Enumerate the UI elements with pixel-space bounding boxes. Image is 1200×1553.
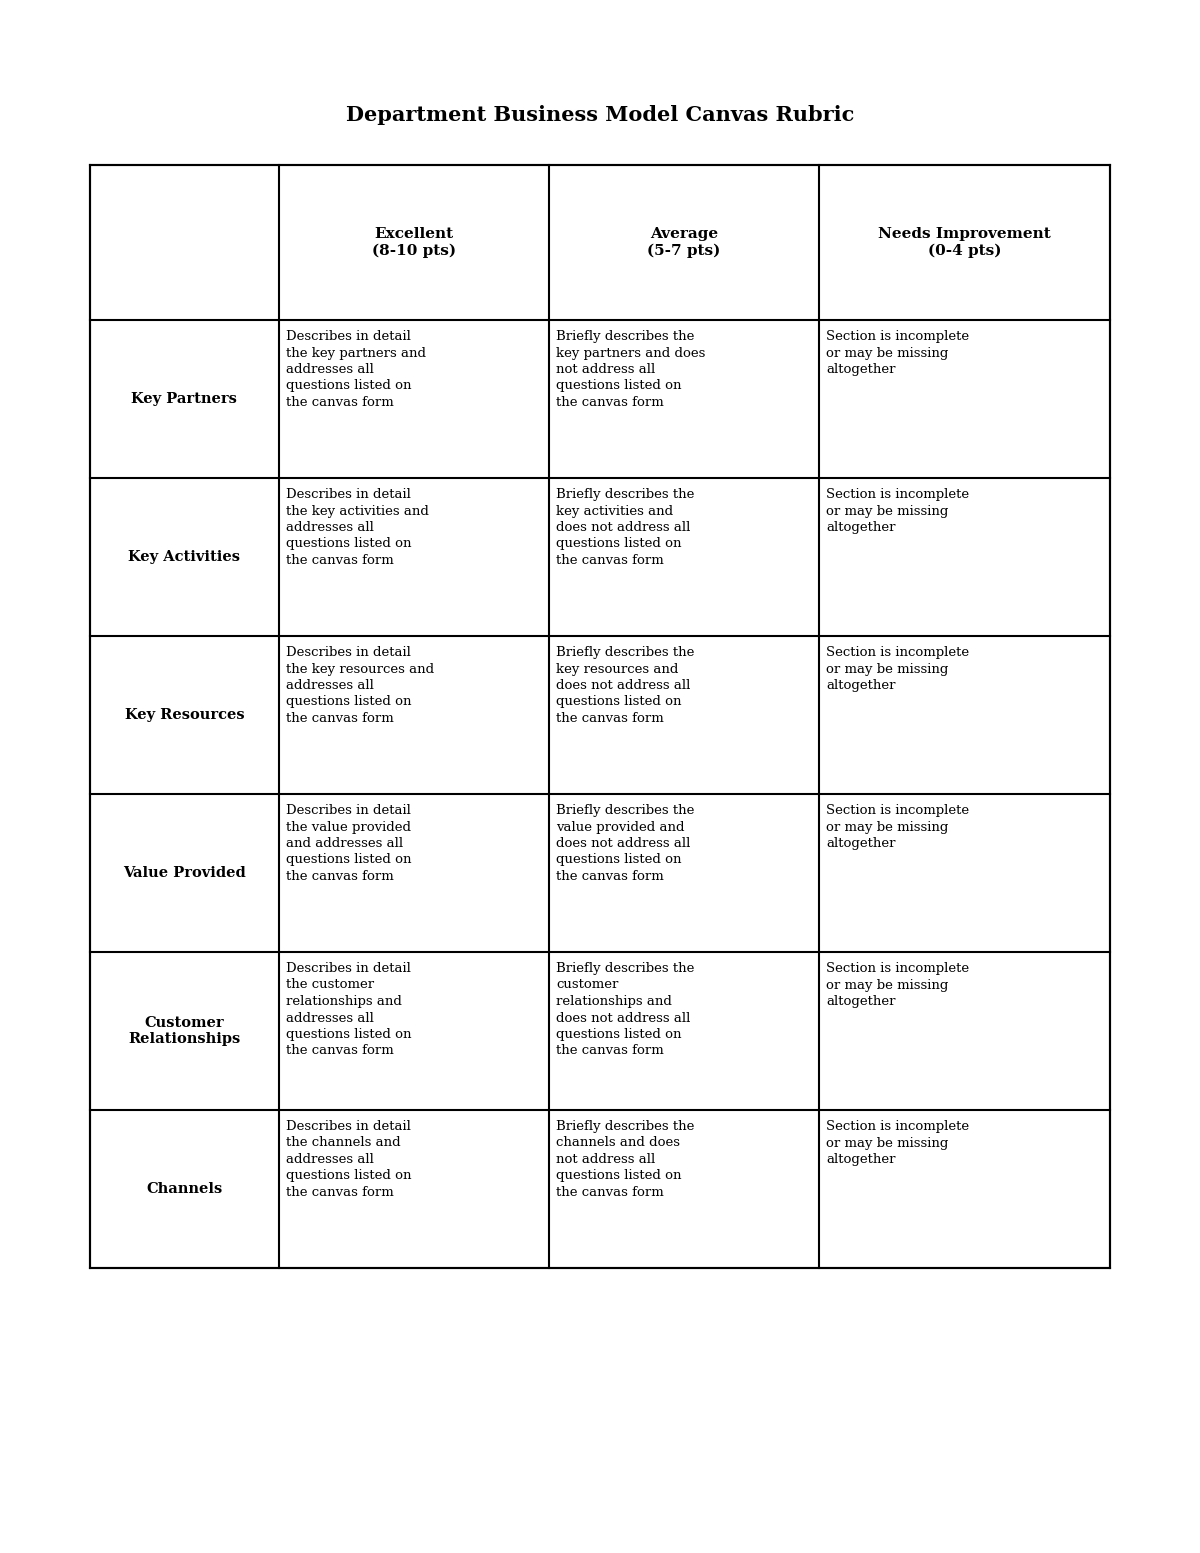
Text: Briefly describes the
key resources and
does not address all
questions listed on: Briefly describes the key resources and … xyxy=(556,646,695,725)
Text: Department Business Model Canvas Rubric: Department Business Model Canvas Rubric xyxy=(346,106,854,124)
Text: Describes in detail
the customer
relationships and
addresses all
questions liste: Describes in detail the customer relatio… xyxy=(286,961,412,1058)
Text: Key Activities: Key Activities xyxy=(128,550,240,564)
Text: Section is incomplete
or may be missing
altogether: Section is incomplete or may be missing … xyxy=(827,804,970,849)
Text: Key Partners: Key Partners xyxy=(132,391,238,405)
Text: Briefly describes the
key partners and does
not address all
questions listed on
: Briefly describes the key partners and d… xyxy=(556,329,706,408)
Text: Channels: Channels xyxy=(146,1182,222,1196)
Text: Customer
Relationships: Customer Relationships xyxy=(128,1016,240,1047)
Text: Briefly describes the
key activities and
does not address all
questions listed o: Briefly describes the key activities and… xyxy=(556,488,695,567)
Text: Excellent
(8-10 pts): Excellent (8-10 pts) xyxy=(372,227,456,258)
Text: Describes in detail
the key partners and
addresses all
questions listed on
the c: Describes in detail the key partners and… xyxy=(286,329,426,408)
Bar xyxy=(90,165,1110,1267)
Text: Describes in detail
the key resources and
addresses all
questions listed on
the : Describes in detail the key resources an… xyxy=(286,646,434,725)
Text: Average
(5-7 pts): Average (5-7 pts) xyxy=(648,227,721,258)
Text: Section is incomplete
or may be missing
altogether: Section is incomplete or may be missing … xyxy=(827,1120,970,1166)
Text: Needs Improvement
(0-4 pts): Needs Improvement (0-4 pts) xyxy=(878,227,1051,258)
Text: Section is incomplete
or may be missing
altogether: Section is incomplete or may be missing … xyxy=(827,329,970,376)
Text: Key Resources: Key Resources xyxy=(125,708,244,722)
Text: Describes in detail
the key activities and
addresses all
questions listed on
the: Describes in detail the key activities a… xyxy=(286,488,428,567)
Text: Section is incomplete
or may be missing
altogether: Section is incomplete or may be missing … xyxy=(827,488,970,534)
Text: Briefly describes the
value provided and
does not address all
questions listed o: Briefly describes the value provided and… xyxy=(556,804,695,884)
Text: Describes in detail
the value provided
and addresses all
questions listed on
the: Describes in detail the value provided a… xyxy=(286,804,412,884)
Text: Value Provided: Value Provided xyxy=(122,867,246,881)
Text: Briefly describes the
channels and does
not address all
questions listed on
the : Briefly describes the channels and does … xyxy=(556,1120,695,1199)
Text: Describes in detail
the channels and
addresses all
questions listed on
the canva: Describes in detail the channels and add… xyxy=(286,1120,412,1199)
Text: Section is incomplete
or may be missing
altogether: Section is incomplete or may be missing … xyxy=(827,961,970,1008)
Text: Briefly describes the
customer
relationships and
does not address all
questions : Briefly describes the customer relations… xyxy=(556,961,695,1058)
Text: Section is incomplete
or may be missing
altogether: Section is incomplete or may be missing … xyxy=(827,646,970,693)
